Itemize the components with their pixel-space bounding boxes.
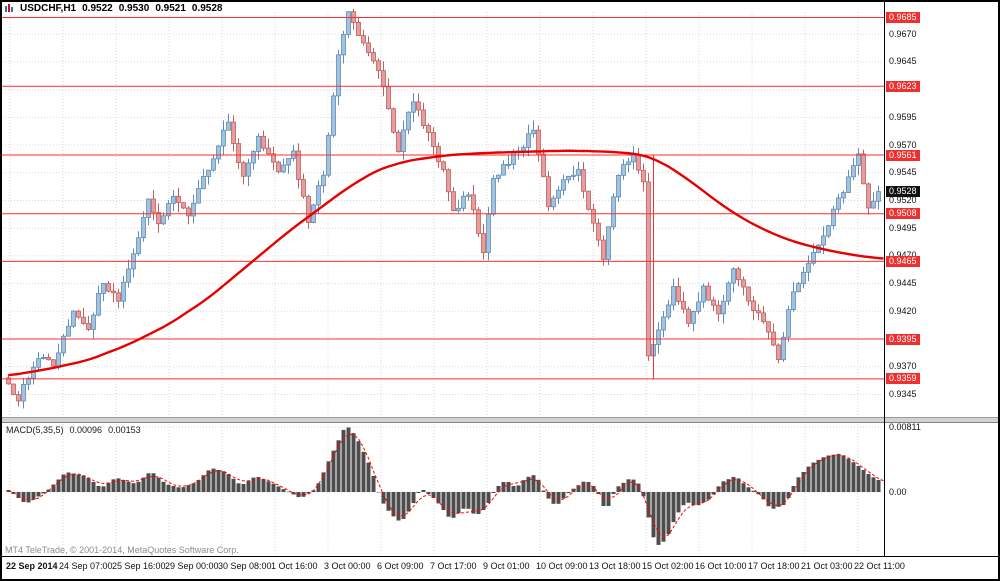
candles	[6, 8, 881, 409]
macd-histogram	[6, 427, 881, 545]
copyright-watermark: MT4 TeleTrade, © 2001-2014, MetaQuotes S…	[5, 545, 239, 555]
chart-icon	[5, 4, 14, 13]
grid	[2, 12, 884, 554]
time-axis-label: 1 Oct 16:00	[271, 561, 318, 571]
price-level-tag: 0.9465	[886, 255, 920, 267]
chart-title: USDCHF,H1 0.9522 0.9530 0.9521 0.9528	[5, 3, 229, 14]
symbol-timeframe: USDCHF,H1	[20, 3, 77, 14]
macd-value-signal: 0.00153	[108, 425, 141, 435]
macd-axis-label: 0.00	[889, 486, 907, 497]
time-axis-label: 16 Oct 10:00	[695, 561, 747, 571]
time-axis-label: 13 Oct 18:00	[589, 561, 641, 571]
time-axis-label: 10 Oct 09:00	[536, 561, 588, 571]
time-axis-label: 25 Sep 16:00	[112, 561, 166, 571]
time-axis-label: 3 Oct 00:00	[324, 561, 371, 571]
window-divider[interactable]	[2, 417, 998, 423]
moving-average-line[interactable]	[8, 149, 884, 377]
price-level-tag: 0.9561	[886, 149, 920, 161]
time-axis-label: 22 Sep 2014	[6, 561, 58, 571]
time-axis-label: 6 Oct 09:00	[377, 561, 424, 571]
time-axis-label: 24 Sep 07:00	[59, 561, 113, 571]
price-axis-label: 0.9670	[889, 28, 917, 39]
macd-axis-label: 0.00811	[889, 421, 921, 432]
time-axis-label: 17 Oct 18:00	[748, 561, 800, 571]
price-level-tag: 0.9623	[886, 80, 920, 92]
quote-open: 0.9522	[82, 3, 113, 14]
price-axis-label: 0.9370	[889, 361, 917, 372]
price-level-tag: 0.9508	[886, 208, 920, 220]
macd-name: MACD(5,35,5)	[6, 425, 64, 435]
price-level-tag: 0.9395	[886, 333, 920, 345]
price-axis-label: 0.9520	[889, 195, 917, 205]
price-axis-label: 0.9570	[889, 139, 917, 150]
time-axis-label: 7 Oct 17:00	[430, 561, 477, 571]
price-axis-label: 0.9420	[889, 305, 917, 316]
price-axis-label: 0.9495	[889, 222, 917, 233]
price-axis-label: 0.9345	[889, 389, 917, 399]
price-level-tag: 0.9685	[886, 12, 920, 23]
price-axis-label: 0.9445	[889, 278, 917, 289]
macd-indicator-label: MACD(5,35,5) 0.00096 0.00153	[6, 425, 147, 435]
time-axis-label: 21 Oct 03:00	[801, 561, 853, 571]
time-axis-label: 29 Sep 00:00	[165, 561, 219, 571]
quote-low: 0.9521	[155, 3, 186, 14]
time-axis-label: 22 Oct 11:00	[854, 561, 905, 571]
price-axis-label: 0.9645	[889, 56, 917, 67]
time-axis-label: 30 Sep 08:00	[218, 561, 272, 571]
time-axis-label: 15 Oct 02:00	[642, 561, 694, 571]
price-axis[interactable]: 0.96700.96450.96200.95950.95700.95450.95…	[885, 0, 998, 556]
price-axis-label: 0.9545	[889, 167, 917, 178]
price-axis-label: 0.9595	[889, 111, 917, 122]
current-price-tag: 0.9528	[886, 186, 920, 198]
time-axis-label: 9 Oct 01:00	[483, 561, 530, 571]
macd-value-main: 0.00096	[69, 425, 103, 435]
price-axis-label: 0.9470	[889, 250, 917, 261]
quote-high: 0.9530	[118, 3, 150, 14]
price-level-tag: 0.9359	[886, 373, 920, 385]
quote-close: 0.9528	[191, 3, 223, 14]
time-axis[interactable]: 22 Sep 2014 24 Sep 07:00 25 Sep 16:00 29 Se…	[0, 557, 1000, 579]
